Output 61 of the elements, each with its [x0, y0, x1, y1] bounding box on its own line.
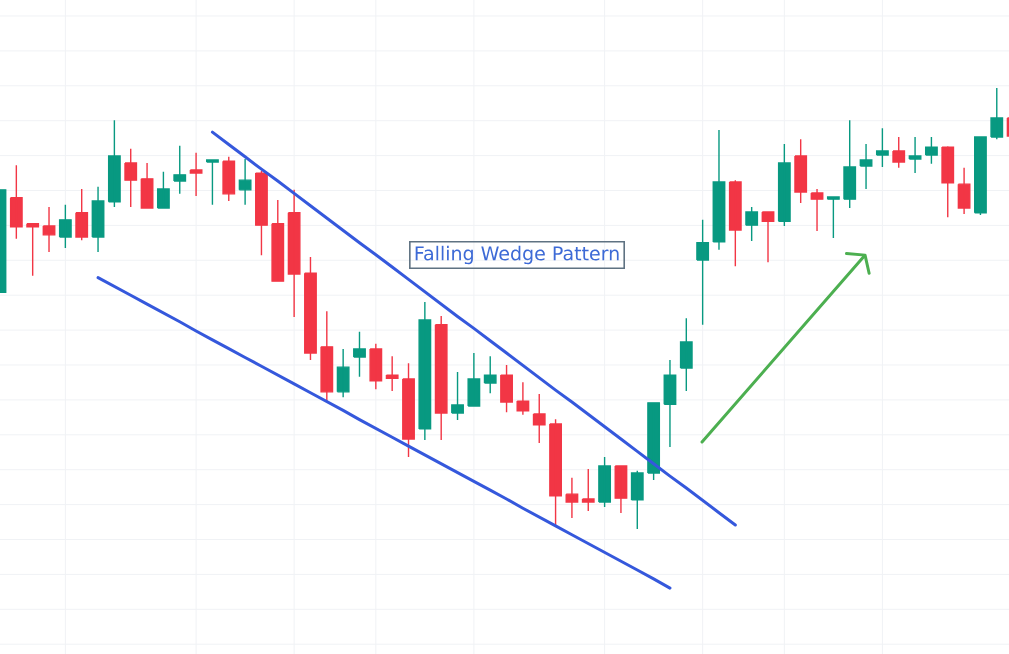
candlestick	[826, 196, 840, 239]
candlestick	[124, 148, 138, 208]
candlestick	[189, 152, 203, 197]
candlestick	[630, 470, 644, 530]
candlestick	[516, 381, 530, 416]
candlestick	[26, 223, 40, 277]
candlestick	[9, 164, 23, 240]
candlestick	[42, 206, 56, 253]
candlestick	[647, 402, 661, 481]
candlestick	[875, 127, 889, 168]
candlestick	[679, 317, 693, 392]
candlestick	[696, 219, 710, 326]
candlestick	[892, 136, 906, 169]
candlestick	[287, 189, 301, 318]
candlestick	[353, 331, 366, 378]
candlestick	[369, 343, 383, 390]
candlestick	[565, 477, 579, 519]
candlestick	[483, 355, 497, 394]
candlestick	[107, 119, 121, 208]
candlestick	[990, 87, 1004, 140]
candlestick	[810, 188, 824, 232]
candlestick	[500, 364, 513, 413]
candlestick	[304, 256, 317, 361]
candlestick	[271, 199, 285, 282]
candlestick	[663, 359, 677, 448]
candlestick	[222, 156, 236, 202]
candlestick	[614, 465, 628, 514]
candlestick	[75, 188, 89, 241]
candlestick	[598, 456, 612, 508]
candlestick	[418, 301, 432, 441]
candlestick	[467, 352, 481, 408]
candlestick	[402, 362, 415, 458]
candlestick	[320, 310, 334, 403]
candlestick	[336, 348, 350, 398]
candlestick	[745, 206, 759, 242]
candlestick	[58, 204, 72, 249]
candlestick	[761, 211, 775, 263]
annotation: Falling Wedge Pattern	[415, 245, 619, 265]
candlestick	[957, 167, 971, 215]
candlestick	[941, 145, 955, 218]
candlestick	[843, 119, 857, 209]
candlestick	[712, 129, 726, 251]
candlestick	[91, 186, 105, 253]
candlestick	[385, 355, 399, 392]
candlestick	[255, 170, 268, 256]
candlestick	[532, 393, 546, 444]
candlestick	[451, 371, 464, 421]
candlestick	[925, 136, 938, 165]
candlestick	[777, 143, 791, 227]
candlestick	[974, 136, 987, 216]
candlestick	[859, 143, 873, 190]
candlestick	[206, 159, 219, 206]
candlestick	[238, 158, 252, 206]
candlestick	[794, 138, 808, 204]
candlestick	[173, 145, 187, 195]
candlestick	[908, 136, 922, 174]
candlestick	[581, 468, 595, 512]
candlestick	[140, 162, 154, 209]
candlestick	[728, 179, 742, 267]
candlestick	[434, 315, 448, 441]
candlestick	[156, 171, 170, 209]
